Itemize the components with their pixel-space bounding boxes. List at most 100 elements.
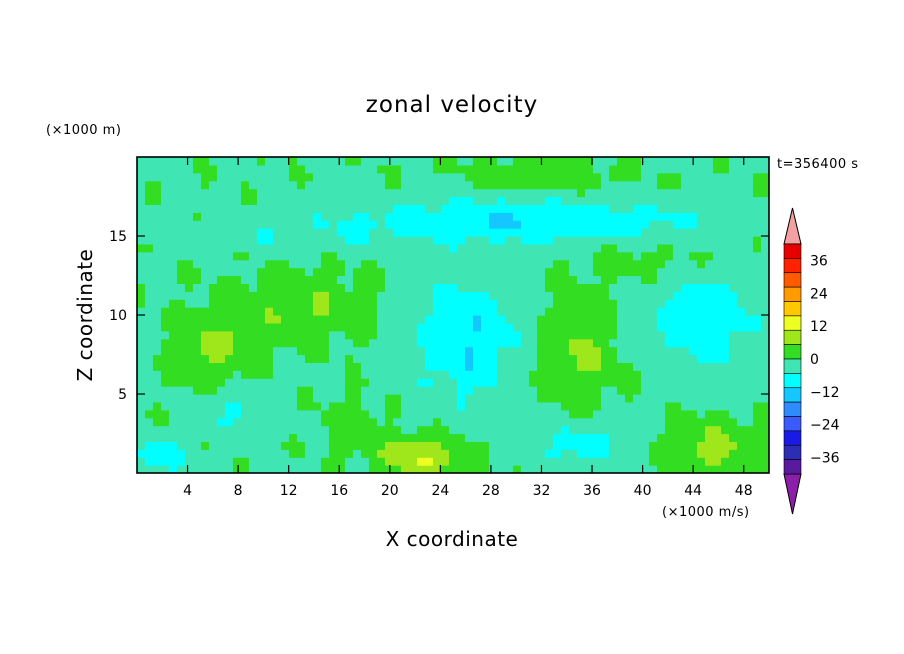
contour-cell (257, 196, 266, 205)
contour-cell (569, 220, 578, 229)
contour-cell (209, 196, 218, 205)
contour-cell (713, 449, 722, 458)
contour-cell (473, 180, 482, 190)
contour-cell (321, 425, 330, 435)
contour-cell (265, 283, 274, 292)
contour-cell (417, 401, 426, 411)
contour-cell (217, 322, 226, 332)
contour-cell (561, 267, 570, 277)
contour-cell (401, 204, 410, 213)
contour-cell (545, 283, 554, 292)
contour-cell (753, 220, 762, 229)
contour-cell (321, 370, 330, 379)
contour-cell (705, 338, 714, 348)
contour-cell (289, 180, 298, 190)
contour-cell (473, 283, 482, 292)
contour-cell (513, 394, 522, 403)
contour-cell (257, 354, 266, 363)
contour-cell (449, 362, 458, 371)
contour-cell (577, 394, 586, 403)
contour-cell (473, 188, 482, 198)
contour-cell (753, 449, 762, 458)
contour-cell (521, 409, 530, 419)
contour-cell (225, 157, 234, 166)
contour-cell (569, 465, 578, 473)
contour-cell (713, 228, 722, 237)
contour-cell (745, 457, 754, 466)
contour-cell (137, 212, 146, 221)
contour-cell (617, 441, 626, 450)
contour-cell (297, 212, 306, 221)
contour-cell (729, 299, 738, 308)
x-tick-label: 12 (280, 483, 298, 499)
contour-cell (145, 243, 154, 253)
contour-cell (281, 236, 290, 245)
contour-cell (569, 315, 578, 324)
contour-cell (385, 417, 394, 427)
contour-cell (385, 354, 394, 363)
contour-cell (737, 449, 746, 458)
contour-cell (345, 322, 354, 332)
contour-cell (585, 425, 594, 435)
contour-cell (393, 243, 402, 253)
contour-cell (441, 338, 450, 348)
contour-cell (561, 401, 570, 411)
contour-cell (393, 386, 402, 395)
contour-cell (377, 259, 386, 269)
contour-cell (369, 441, 378, 450)
contour-cell (705, 180, 714, 190)
contour-cell (633, 378, 642, 387)
contour-cell (545, 307, 554, 316)
contour-cell (345, 441, 354, 450)
contour-cell (545, 315, 554, 324)
contour-cell (601, 259, 610, 269)
contour-cell (145, 409, 154, 419)
contour-cell (265, 228, 274, 237)
contour-cell (225, 196, 234, 205)
contour-cell (625, 370, 634, 379)
contour-cell (545, 259, 554, 269)
contour-cell (761, 204, 769, 213)
contour-cell (585, 457, 594, 466)
contour-cell (441, 322, 450, 332)
contour-cell (617, 457, 626, 466)
contour-cell (273, 204, 282, 213)
contour-cell (233, 378, 242, 387)
contour-cell (225, 299, 234, 308)
contour-cell (481, 386, 490, 395)
contour-cell (209, 275, 218, 284)
contour-cell (641, 204, 650, 213)
contour-cell (425, 172, 434, 182)
contour-cell (745, 449, 754, 458)
contour-cell (337, 465, 346, 473)
contour-cell (641, 441, 650, 450)
contour-cell (457, 338, 466, 348)
contour-cell (209, 267, 218, 277)
contour-cell (209, 386, 218, 395)
contour-cell (153, 267, 162, 277)
contour-cell (393, 315, 402, 324)
contour-cell (425, 449, 434, 458)
contour-cell (529, 394, 538, 403)
contour-cell (657, 251, 666, 261)
contour-cell (241, 236, 250, 245)
contour-cell (137, 204, 146, 213)
contour-cell (233, 330, 242, 340)
contour-cell (649, 417, 658, 427)
contour-cell (177, 322, 186, 332)
contour-cell (673, 370, 682, 379)
contour-cell (241, 378, 250, 387)
contour-cell (449, 251, 458, 261)
contour-cell (641, 378, 650, 387)
contour-cell (513, 370, 522, 379)
contour-cell (601, 172, 610, 182)
contour-cell (649, 299, 658, 308)
contour-cell (305, 299, 314, 308)
contour-cell (697, 362, 706, 371)
contour-cell (745, 275, 754, 284)
contour-cell (321, 212, 330, 221)
contour-cell (585, 172, 594, 182)
contour-cell (545, 370, 554, 379)
contour-cell (745, 228, 754, 237)
contour-cell (585, 220, 594, 229)
